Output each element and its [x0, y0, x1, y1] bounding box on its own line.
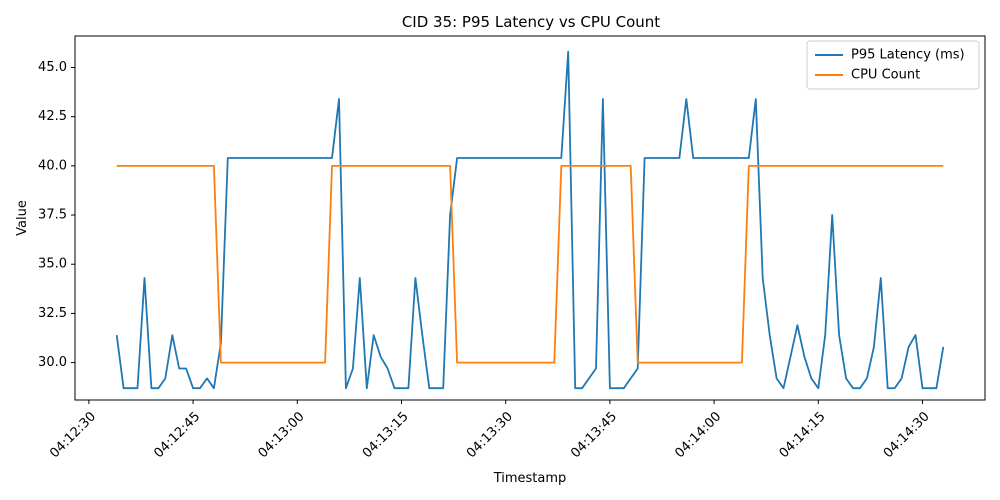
x-tick-label: 04:12:30	[47, 409, 99, 461]
plot-area	[74, 35, 986, 401]
x-tick-label: 04:13:30	[464, 409, 516, 461]
x-axis-title: Timestamp	[493, 471, 567, 486]
y-axis: 30.0 32.5 35.0 37.5 40.0 42.5 45.0	[38, 60, 75, 370]
x-tick-label: 04:14:15	[777, 409, 829, 461]
y-axis-title: Value	[15, 200, 30, 236]
y-tick-label: 32.5	[38, 306, 67, 321]
y-tick-label: 40.0	[38, 158, 67, 173]
x-axis: 04:12:30 04:12:45 04:13:00 04:13:15 04:13:30…	[47, 400, 933, 461]
x-tick-label: 04:13:15	[360, 409, 412, 461]
y-tick-label: 45.0	[38, 60, 67, 75]
x-tick-label: 04:14:30	[881, 409, 933, 461]
series-line-1	[116, 164, 944, 364]
y-tick-label: 35.0	[38, 257, 67, 272]
legend-label-0: P95 Latency (ms)	[851, 48, 965, 63]
x-tick-label: 04:12:45	[151, 409, 203, 461]
legend: P95 Latency (ms) CPU Count	[806, 40, 980, 90]
plot-frame	[74, 35, 986, 401]
series-line-0	[115, 50, 945, 390]
legend-label-1: CPU Count	[851, 68, 920, 83]
y-tick-label: 30.0	[38, 355, 67, 370]
x-tick-label: 04:13:45	[568, 409, 620, 461]
y-tick-label: 42.5	[38, 109, 67, 124]
legend-box	[806, 40, 980, 90]
chart-title: CID 35: P95 Latency vs CPU Count	[402, 13, 660, 31]
y-tick-label: 37.5	[38, 208, 67, 223]
x-tick-label: 04:14:00	[672, 409, 724, 461]
x-tick-label: 04:13:00	[256, 409, 308, 461]
